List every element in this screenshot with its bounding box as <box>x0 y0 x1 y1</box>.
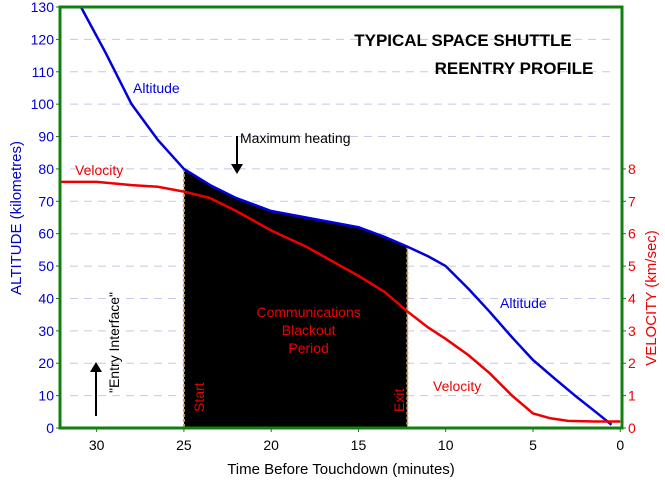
blackout-label: Blackout <box>282 322 336 338</box>
entry-interface-label: "Entry Interface" <box>106 292 122 393</box>
y-left-tick-label: 80 <box>38 161 54 177</box>
blackout-exit-label: Exit <box>391 389 407 412</box>
y-left-tick-label: 10 <box>38 388 54 404</box>
y-left-tick-label: 0 <box>46 420 54 436</box>
y-left-tick-label: 50 <box>38 258 54 274</box>
y-left-tick-label: 120 <box>31 31 55 47</box>
y-right-tick-label: 3 <box>628 323 636 339</box>
y-right-tick-label: 4 <box>628 290 636 306</box>
plot-frame <box>58 5 624 430</box>
y-right-tick-label: 5 <box>628 258 636 274</box>
y-left-tick-label: 20 <box>38 355 54 371</box>
chart-title-line-2: REENTRY PROFILE <box>435 59 594 78</box>
x-tick-label: 0 <box>616 437 624 453</box>
x-tick-label: 15 <box>351 437 367 453</box>
blackout-label: Period <box>288 340 328 356</box>
arrow-down-icon <box>231 164 243 174</box>
y-right-tick-label: 6 <box>628 226 636 242</box>
arrow-up-icon <box>90 362 102 372</box>
altitude-label: Altitude <box>500 295 547 311</box>
y-left-axis-label: ALTITUDE (kilometres) <box>8 141 25 295</box>
x-axis-label: Time Before Touchdown (minutes) <box>227 461 455 478</box>
velocity-line <box>60 180 621 423</box>
y-left-tick-label: 130 <box>31 0 55 15</box>
y-left-tick-label: 90 <box>38 129 54 145</box>
blackout-start-label: Start <box>191 382 207 412</box>
y-left-tick-label: 100 <box>31 96 55 112</box>
blackout-region <box>183 168 408 428</box>
y-right-tick-label: 2 <box>628 355 636 371</box>
x-tick-label: 30 <box>89 437 105 453</box>
y-right-tick-label: 8 <box>628 161 636 177</box>
y-right-tick-label: 1 <box>628 388 636 404</box>
maximum-heating-label: Maximum heating <box>240 130 351 146</box>
chart-title-line-1: TYPICAL SPACE SHUTTLE <box>354 31 572 50</box>
y-right-tick-label: 0 <box>628 420 636 436</box>
x-tick-label: 5 <box>529 437 537 453</box>
y-right-tick-label: 7 <box>628 193 636 209</box>
y-left-tick-label: 70 <box>38 193 54 209</box>
y-right-axis-label: VELOCITY (km/sec) <box>643 230 660 366</box>
velocity-label: Velocity <box>433 378 481 394</box>
x-tick-label: 10 <box>438 437 454 453</box>
y-left-tick-label: 40 <box>38 290 54 306</box>
y-left-tick-label: 30 <box>38 323 54 339</box>
y-left-tick-label: 110 <box>32 64 55 80</box>
altitude-line <box>79 6 613 426</box>
x-tick-label: 20 <box>263 437 279 453</box>
blackout-label: Communications <box>256 304 360 320</box>
x-tick-label: 25 <box>176 437 192 453</box>
velocity-label: Velocity <box>75 162 123 178</box>
y-left-tick-label: 60 <box>38 226 54 242</box>
altitude-label: Altitude <box>133 80 180 96</box>
